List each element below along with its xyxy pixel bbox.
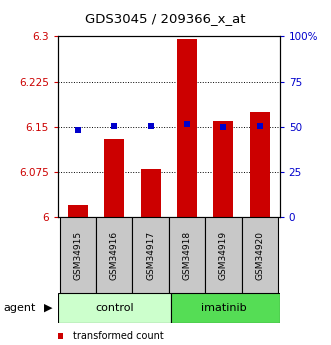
Text: GSM34916: GSM34916 (110, 231, 119, 280)
Bar (60, 217, 96, 293)
Text: GDS3045 / 209366_x_at: GDS3045 / 209366_x_at (85, 12, 246, 25)
Text: GSM34919: GSM34919 (219, 231, 228, 280)
Bar (132, 217, 169, 293)
Bar (177, 39, 197, 217)
Bar (68, 205, 88, 217)
Text: ▶: ▶ (44, 303, 52, 313)
Bar (104, 139, 124, 217)
Text: imatinib: imatinib (201, 303, 246, 313)
Bar (250, 112, 270, 217)
Text: control: control (95, 303, 134, 313)
Text: GSM34918: GSM34918 (182, 231, 192, 280)
Text: GSM34917: GSM34917 (146, 231, 155, 280)
Text: transformed count: transformed count (73, 332, 164, 341)
Bar (141, 169, 161, 217)
Text: agent: agent (3, 303, 36, 313)
Bar (205, 217, 242, 293)
Bar (213, 121, 233, 217)
Bar (96, 217, 132, 293)
Bar (242, 217, 278, 293)
Text: GSM34920: GSM34920 (255, 231, 264, 280)
Bar (58, 293, 170, 323)
Text: GSM34915: GSM34915 (73, 231, 82, 280)
Bar (169, 217, 205, 293)
Bar (170, 293, 280, 323)
